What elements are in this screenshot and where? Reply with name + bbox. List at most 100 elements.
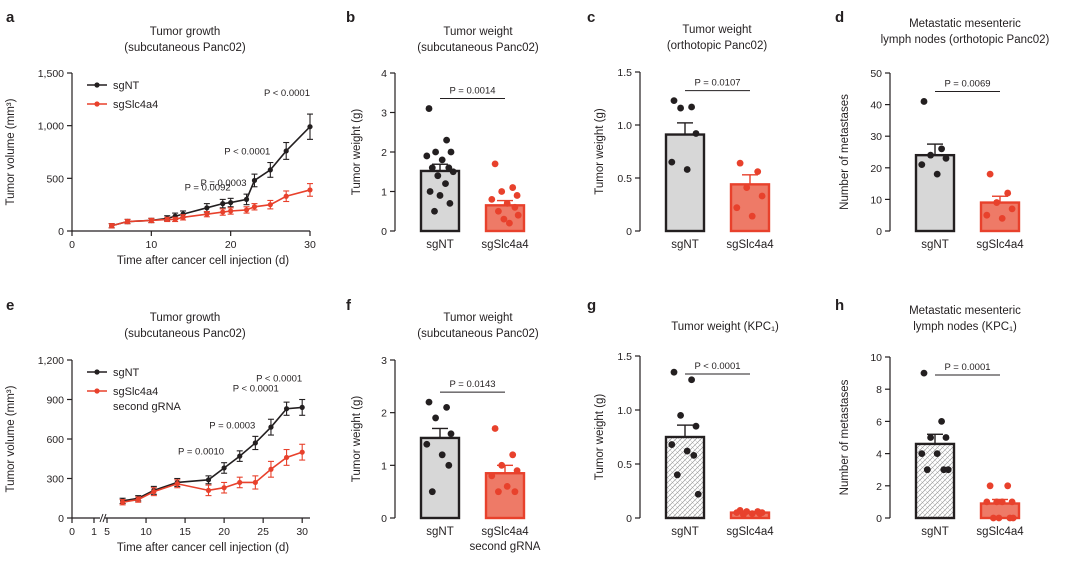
data-point (428, 164, 436, 172)
data-point (221, 485, 227, 491)
chart-title: (subcutaneous Panc02) (124, 328, 246, 340)
p-value-label: P = 0.0003 (200, 178, 246, 189)
data-point (423, 440, 431, 448)
data-point (513, 467, 521, 474)
data-point (432, 414, 439, 422)
chart-title: (subcutaneous Panc02) (417, 328, 539, 340)
data-point (692, 130, 700, 137)
y-axis-label: Tumor weight (g) (351, 109, 363, 196)
data-point (920, 369, 928, 377)
data-point (995, 514, 1003, 522)
data-point (694, 490, 702, 498)
legend-label: sgSlc4a4 (113, 386, 158, 398)
p-value-label: P < 0.0001 (256, 374, 302, 385)
chart-title: Tumor growth (150, 26, 221, 38)
panel-h: Metastatic mesenteric lymph nodes (KPC₁) h… (835, 297, 1024, 538)
data-point (252, 440, 258, 446)
p-value-label: P = 0.0143 (449, 379, 495, 390)
legend-marker (94, 101, 100, 107)
y-axis-label: Number of metastases (839, 379, 851, 495)
data-point (513, 192, 521, 199)
x-tick-label: sgNT (921, 239, 948, 251)
data-point (148, 217, 154, 224)
panel-c: Tumor weight (orthotopic Panc02) c 0 0.5 1.0 1… (587, 9, 774, 251)
data-point (1004, 482, 1012, 490)
y-tick-label: 0 (381, 226, 387, 238)
data-point (491, 425, 499, 432)
data-point (754, 168, 762, 176)
data-point (942, 154, 950, 162)
series-line-sgNT (111, 126, 311, 227)
data-point (743, 184, 751, 191)
data-point (933, 170, 941, 178)
data-point (299, 404, 305, 410)
data-point (498, 461, 506, 469)
y-axis-label: Number of metastases (839, 94, 851, 210)
y-tick-label: 0 (626, 226, 632, 238)
data-point (938, 418, 945, 425)
x-tick-label: sgSlc4a4 (481, 239, 529, 251)
data-point (986, 170, 994, 178)
y-tick-label: 0 (626, 513, 632, 525)
data-point (692, 422, 700, 430)
data-point (442, 180, 449, 188)
x-tick-label: sgNT (426, 239, 453, 251)
data-point (983, 498, 991, 506)
data-point (423, 152, 431, 160)
data-point (267, 167, 273, 173)
data-point (443, 404, 450, 411)
bar-sgNT (664, 133, 706, 233)
axis-break (99, 513, 104, 523)
panel-g: Tumor weight (KPC₁) g 0 0.5 1.0 1.5 Tumor weig… (587, 297, 779, 538)
data-point (733, 509, 741, 516)
data-point (509, 184, 517, 191)
data-point (673, 471, 681, 479)
panel-label: d (835, 9, 844, 26)
data-point (690, 451, 698, 459)
data-point (733, 204, 741, 212)
data-point (986, 482, 994, 490)
data-point (488, 472, 496, 480)
data-point (283, 148, 289, 154)
data-point (511, 488, 519, 496)
panel-label: e (6, 297, 14, 314)
data-point (495, 207, 502, 215)
p-value-label: P = 0.0010 (178, 447, 224, 458)
p-value-label: P = 0.0003 (209, 420, 255, 431)
data-point (268, 466, 274, 472)
data-point (736, 159, 744, 167)
y-axis-label: Tumor volume (mm³) (5, 98, 17, 205)
y-tick-label: 2 (876, 481, 882, 493)
data-point (509, 451, 517, 459)
x-tick-label: sgNT (671, 526, 698, 538)
bar-sgNT (419, 169, 461, 233)
data-point (431, 207, 438, 215)
data-point (237, 479, 243, 486)
data-point (307, 124, 313, 130)
p-value-label: P = 0.0107 (694, 78, 740, 89)
data-point (1008, 205, 1016, 213)
data-point (307, 187, 313, 193)
panel-f: Tumor weight (subcutaneous Panc02) f 0 1 2 3 Tu… (346, 297, 541, 553)
data-point (927, 151, 934, 159)
data-point (927, 434, 934, 441)
data-point (918, 450, 926, 457)
y-tick-label: 50 (870, 68, 882, 80)
data-point (251, 204, 258, 210)
chart-title: Tumor weight (443, 26, 513, 38)
data-point (135, 496, 141, 503)
data-point (920, 98, 928, 105)
data-point (998, 498, 1006, 506)
p-value-label: P = 0.0092 (185, 182, 231, 193)
y-tick-label: 8 (876, 384, 882, 396)
x-tick-label: 25 (257, 526, 269, 538)
y-tick-label: 4 (381, 68, 387, 80)
p-value-label: P < 0.0001 (264, 88, 310, 99)
data-point (447, 430, 455, 438)
y-tick-label: 1.0 (617, 120, 632, 132)
p-value-label: P < 0.0001 (694, 361, 740, 372)
data-point (748, 510, 756, 518)
data-point (993, 498, 1001, 506)
data-point (923, 466, 931, 474)
panel-label: f (346, 297, 352, 314)
